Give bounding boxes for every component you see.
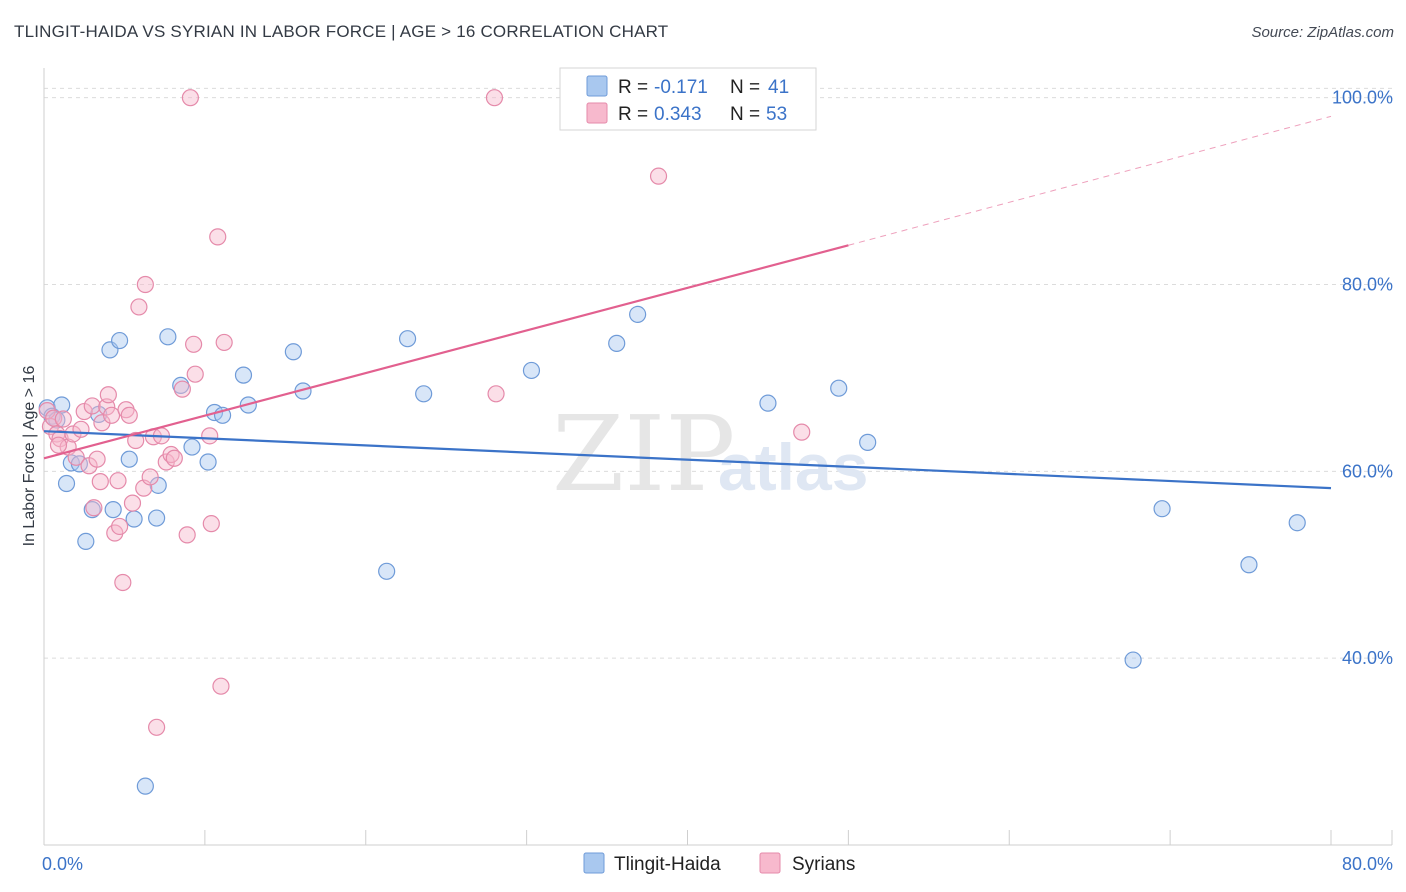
point-syrians (102, 406, 121, 424)
point-syrians (215, 333, 233, 352)
bottom-legend-swatch-tlingit (583, 852, 605, 874)
point-syrians (202, 515, 220, 533)
point-tlingit-haida (120, 450, 138, 468)
point-syrians (649, 167, 668, 185)
point-syrians (49, 436, 68, 454)
point-syrians (83, 397, 101, 415)
point-syrians (141, 468, 159, 486)
bottom-legend-label-syrians: Syrians (792, 854, 855, 875)
x-tick-label: 80.0% (1342, 854, 1393, 874)
point-syrians (109, 472, 127, 490)
point-syrians (111, 517, 129, 536)
point-syrians (178, 526, 196, 544)
point-syrians (120, 406, 138, 424)
trend-line-syrians (43, 244, 849, 460)
point-syrians (64, 425, 82, 443)
point-tlingit-haida (77, 532, 95, 551)
point-tlingit-haida (522, 361, 541, 380)
legend-n-value-2: 53 (766, 104, 787, 125)
bottom-legend-swatch-syrians (759, 852, 781, 874)
point-tlingit-haida (111, 331, 129, 350)
y-tick-label: 100.0% (1332, 88, 1393, 108)
point-syrians (127, 431, 145, 450)
point-syrians (117, 401, 135, 419)
trend-lines (43, 115, 1332, 490)
data-points (38, 89, 1306, 795)
point-syrians (209, 228, 227, 246)
trend-line-tlingit-haida (43, 430, 1332, 490)
point-tlingit-haida (183, 438, 201, 456)
point-syrians (85, 499, 103, 517)
point-tlingit-haida (629, 305, 647, 324)
y-tick-label: 60.0% (1342, 461, 1393, 481)
point-syrians (54, 410, 72, 428)
watermark: ZIP atlas (552, 393, 868, 515)
legend-r-value-2: 0.343 (654, 104, 702, 125)
legend-n-label-1: N = (730, 77, 760, 98)
point-tlingit-haida (1124, 651, 1142, 669)
x-tick-label: 0.0% (42, 854, 83, 874)
legend-n-value-1: 41 (768, 77, 789, 98)
point-tlingit-haida (398, 330, 417, 348)
point-syrians (130, 298, 148, 316)
point-syrians (114, 573, 132, 592)
point-syrians (485, 89, 504, 107)
point-tlingit-haida (1240, 556, 1258, 574)
chart-title: TLINGIT-HAIDA VS SYRIAN IN LABOR FORCE |… (14, 22, 669, 41)
point-tlingit-haida (1288, 514, 1306, 532)
legend-swatch-tlingit (586, 75, 608, 97)
axes (43, 68, 1393, 846)
y-tick-labels: 40.0% 60.0% 80.0% 100.0% (1332, 88, 1393, 668)
point-tlingit-haida (159, 328, 177, 346)
point-syrians (185, 335, 203, 353)
top-legend: R = -0.171 N = 41 R = 0.343 N = 53 (559, 67, 817, 131)
source-label: Source: ZipAtlas.com (1251, 24, 1394, 41)
point-tlingit-haida (199, 453, 217, 471)
point-tlingit-haida (415, 385, 433, 403)
point-tlingit-haida (148, 509, 166, 527)
legend-r-label-1: R = (618, 77, 648, 98)
point-syrians (186, 365, 204, 383)
y-tick-label: 40.0% (1342, 648, 1393, 668)
trend-line-syrians-extension (848, 115, 1332, 246)
bottom-legend: Tlingit-Haida Syrians (583, 852, 855, 875)
point-tlingit-haida (284, 343, 302, 361)
point-tlingit-haida (136, 777, 154, 795)
y-tick-label: 80.0% (1342, 275, 1393, 295)
point-syrians (99, 386, 117, 404)
point-tlingit-haida (859, 433, 877, 451)
y-axis-label: In Labor Force | Age > 16 (21, 366, 38, 547)
point-syrians (91, 473, 109, 491)
legend-n-label-2: N = (730, 104, 760, 125)
point-syrians (165, 449, 183, 467)
x-tick-labels: 0.0% 80.0% (42, 854, 1393, 874)
point-tlingit-haida (125, 510, 143, 528)
point-syrians (136, 275, 154, 294)
point-syrians (72, 420, 90, 438)
point-tlingit-haida (608, 334, 626, 352)
point-syrians (487, 385, 505, 403)
point-syrians (201, 427, 219, 445)
point-syrians (212, 677, 230, 695)
point-syrians (123, 494, 142, 512)
point-syrians (88, 450, 106, 468)
point-tlingit-haida (759, 394, 777, 412)
legend-r-value-1: -0.171 (654, 77, 708, 98)
point-syrians (793, 423, 811, 441)
point-syrians (173, 380, 191, 398)
point-syrians (148, 718, 166, 736)
bottom-legend-label-tlingit: Tlingit-Haida (614, 854, 721, 875)
point-tlingit-haida (57, 474, 76, 493)
point-syrians (181, 89, 199, 107)
point-tlingit-haida (1153, 500, 1171, 518)
point-tlingit-haida (378, 562, 396, 580)
legend-swatch-syrians (586, 102, 608, 124)
point-tlingit-haida (234, 366, 253, 384)
point-tlingit-haida (830, 379, 848, 397)
point-tlingit-haida (104, 501, 122, 519)
legend-r-label-2: R = (618, 104, 648, 125)
